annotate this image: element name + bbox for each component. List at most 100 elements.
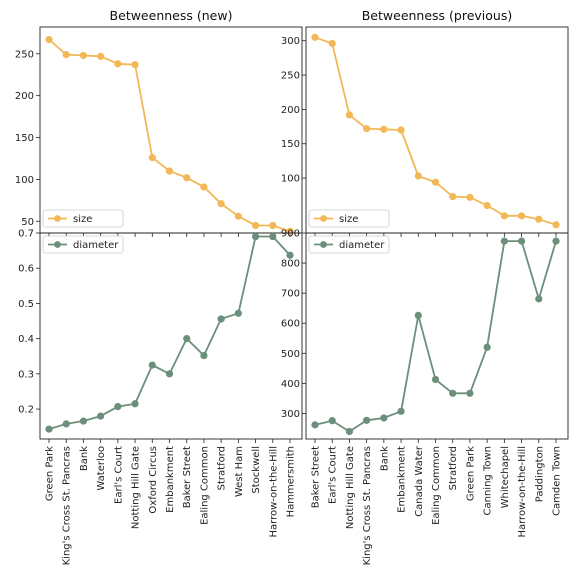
data-point bbox=[251, 232, 260, 241]
legend-box bbox=[308, 209, 390, 228]
data-point bbox=[311, 33, 319, 41]
y-tick-label: 500 bbox=[281, 349, 300, 360]
legend-marker bbox=[54, 241, 61, 248]
data-point bbox=[431, 375, 440, 384]
data-point bbox=[114, 403, 122, 411]
data-point bbox=[483, 201, 491, 210]
data-point bbox=[97, 52, 105, 60]
data-point bbox=[148, 154, 156, 162]
x-tick-label: Baker Street bbox=[182, 446, 193, 508]
x-tick-label: West Ham bbox=[234, 446, 245, 497]
y-tick-label: 900 bbox=[281, 229, 300, 240]
x-tick-label: Ealing Common bbox=[431, 446, 442, 525]
data-point bbox=[500, 237, 508, 245]
x-tick-label: Notting Hill Gate bbox=[131, 446, 142, 529]
x-tick-label: Green Park bbox=[45, 446, 56, 501]
x-tick-label: Earl's Court bbox=[328, 446, 339, 504]
x-tick-label: Bank bbox=[79, 446, 90, 471]
data-point bbox=[269, 232, 277, 241]
y-tick-label: 400 bbox=[281, 379, 300, 390]
legend-marker bbox=[320, 241, 327, 248]
data-point bbox=[45, 35, 53, 44]
x-tick-label: Embankment bbox=[397, 446, 408, 513]
data-point bbox=[131, 400, 139, 408]
data-point bbox=[449, 389, 457, 397]
legend-label: size bbox=[73, 214, 92, 225]
data-point bbox=[535, 295, 543, 303]
y-tick-label: 0.4 bbox=[18, 334, 34, 345]
legend-box bbox=[42, 235, 124, 254]
data-point bbox=[414, 172, 422, 180]
data-point bbox=[431, 178, 440, 186]
legend-marker bbox=[54, 215, 61, 222]
y-tick-label: 150 bbox=[281, 139, 300, 150]
data-point bbox=[165, 167, 174, 175]
data-point bbox=[234, 212, 242, 220]
legend-box bbox=[42, 209, 124, 228]
x-tick-label: Bank bbox=[379, 446, 390, 471]
x-tick-label: Ealing Common bbox=[199, 446, 210, 525]
y-tick-label: 0.5 bbox=[18, 299, 34, 310]
data-point bbox=[345, 427, 354, 436]
legend-label: diameter bbox=[73, 240, 119, 251]
data-point bbox=[380, 414, 388, 422]
axes-frame bbox=[305, 232, 569, 440]
x-tick-label: Green Park bbox=[465, 446, 476, 501]
x-tick-label: Notting Hill Gate bbox=[345, 446, 356, 529]
x-tick-label: Paddington bbox=[534, 446, 545, 502]
y-tick-label: 150 bbox=[15, 133, 34, 144]
data-point bbox=[97, 412, 105, 420]
x-tick-label: Oxford Circus bbox=[148, 446, 159, 514]
axes-frame bbox=[39, 232, 303, 440]
data-point bbox=[345, 111, 354, 119]
data-point bbox=[200, 351, 208, 360]
data-point bbox=[165, 370, 174, 378]
data-point bbox=[148, 361, 156, 369]
axes-frame bbox=[305, 26, 569, 234]
data-point bbox=[311, 421, 319, 429]
data-point bbox=[183, 174, 191, 182]
x-tick-label: Stockwell bbox=[251, 446, 262, 494]
axes-frame bbox=[39, 26, 303, 234]
chart-panel-2: Betweenness (previous) 100 150 200 250 300 siz… bbox=[281, 8, 569, 237]
series-line-size bbox=[48, 38, 291, 233]
legend: diameter bbox=[42, 235, 124, 254]
data-point bbox=[449, 193, 457, 201]
y-tick-label: 100 bbox=[281, 174, 300, 185]
y-tick-label: 50 bbox=[21, 217, 34, 228]
data-point bbox=[45, 425, 53, 433]
y-tick-label: 0.3 bbox=[18, 369, 34, 380]
data-point bbox=[380, 125, 388, 133]
y-tick-label: 300 bbox=[281, 36, 300, 47]
data-point bbox=[517, 212, 526, 220]
legend-box bbox=[308, 235, 390, 254]
chart-panel-3: 0.2 0.3 0.4 0.5 0.6 0.7 Green Park King's Cross… bbox=[18, 229, 303, 565]
data-point bbox=[131, 61, 139, 69]
y-tick-label: 100 bbox=[15, 175, 34, 186]
data-point bbox=[397, 126, 405, 134]
legend: size bbox=[308, 209, 390, 228]
data-point bbox=[286, 251, 294, 259]
data-point bbox=[328, 39, 336, 48]
series-line-diameter bbox=[48, 235, 291, 430]
data-point bbox=[269, 221, 277, 230]
y-tick-label: 300 bbox=[281, 409, 300, 420]
x-tick-label: Baker Street bbox=[311, 446, 322, 508]
x-tick-label: Canning Town bbox=[483, 446, 494, 515]
data-point bbox=[483, 343, 491, 351]
data-point bbox=[217, 315, 225, 323]
series-line-diameter bbox=[314, 240, 557, 433]
data-point bbox=[234, 309, 242, 317]
y-tick-label: 250 bbox=[281, 71, 300, 82]
y-tick-label: 700 bbox=[281, 289, 300, 300]
data-point bbox=[79, 51, 88, 60]
data-point bbox=[363, 125, 371, 133]
data-point bbox=[517, 237, 526, 245]
data-point bbox=[363, 416, 371, 424]
data-point bbox=[79, 417, 88, 425]
y-tick-label: 0.6 bbox=[18, 264, 34, 275]
x-tick-label: Canada Water bbox=[414, 445, 425, 517]
data-point bbox=[183, 335, 191, 343]
chart-title: Betweenness (new) bbox=[110, 8, 233, 23]
